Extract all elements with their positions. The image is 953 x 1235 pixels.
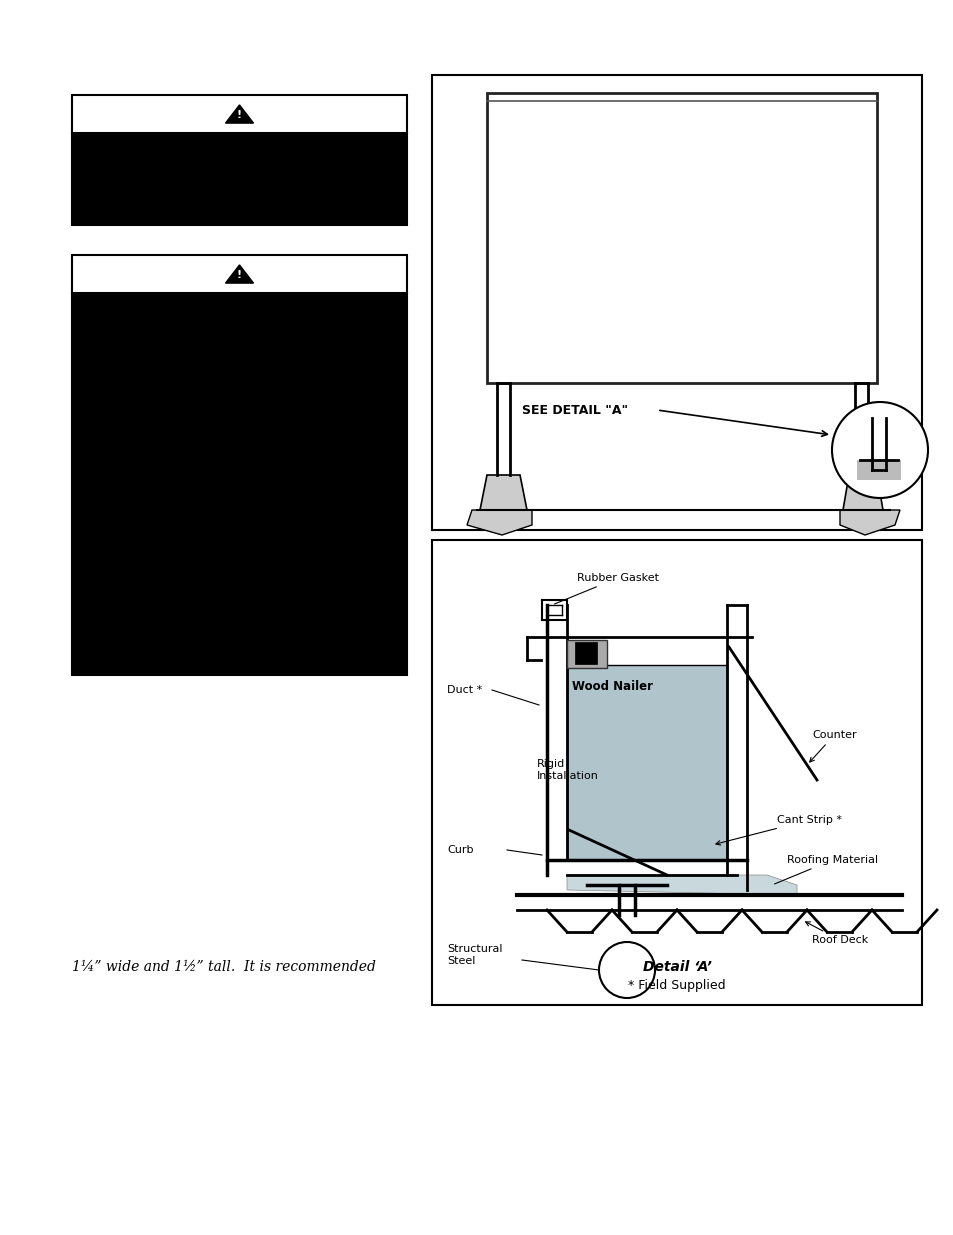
Bar (432, 75, 921, 530)
Text: Roof Deck: Roof Deck (804, 921, 867, 945)
Bar (71, 95, 407, 225)
Polygon shape (225, 264, 253, 283)
Circle shape (598, 942, 655, 998)
Text: Counter: Counter (809, 730, 856, 762)
Bar (71, 254, 407, 676)
Text: Structural
Steel: Structural Steel (447, 945, 502, 966)
Polygon shape (842, 475, 882, 510)
Text: 1¼” wide and 1½” tall.  It is recommended: 1¼” wide and 1½” tall. It is recommended (71, 960, 375, 974)
Text: Wood Nailer: Wood Nailer (572, 680, 652, 694)
Text: Cant Strip *: Cant Strip * (715, 815, 841, 845)
Text: Rigid
Installation: Rigid Installation (537, 760, 598, 781)
Polygon shape (840, 510, 899, 535)
Bar (486, 93, 876, 383)
Text: SEE DETAIL "A": SEE DETAIL "A" (521, 404, 627, 416)
Circle shape (831, 403, 927, 498)
Text: !: ! (236, 270, 242, 280)
Bar (71, 293, 407, 676)
Bar (575, 642, 597, 664)
Text: Rubber Gasket: Rubber Gasket (554, 573, 659, 604)
Text: Detail ‘A’: Detail ‘A’ (642, 960, 711, 974)
Bar (566, 640, 606, 668)
Polygon shape (467, 510, 532, 535)
Bar (432, 540, 921, 1005)
Polygon shape (225, 105, 253, 124)
Text: Duct *: Duct * (447, 685, 482, 695)
Polygon shape (479, 475, 526, 510)
Text: * Field Supplied: * Field Supplied (627, 978, 725, 992)
Text: !: ! (236, 110, 242, 120)
Bar (856, 459, 900, 480)
Bar (566, 664, 726, 860)
Polygon shape (566, 876, 796, 895)
Text: Curb: Curb (447, 845, 473, 855)
Bar (71, 133, 407, 225)
Text: Roofing Material: Roofing Material (774, 855, 877, 884)
